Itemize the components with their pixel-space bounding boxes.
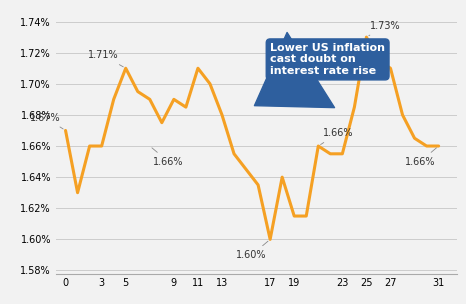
Text: 1.73%: 1.73% — [369, 21, 401, 36]
Text: 1.67%: 1.67% — [30, 113, 63, 129]
Text: 1.60%: 1.60% — [236, 241, 268, 260]
Text: 1.66%: 1.66% — [152, 148, 184, 167]
Text: Lower US inflation
cast doubt on
interest rate rise: Lower US inflation cast doubt on interes… — [254, 33, 385, 108]
Text: 1.66%: 1.66% — [404, 148, 437, 167]
Text: 1.71%: 1.71% — [88, 50, 123, 67]
Text: 1.66%: 1.66% — [321, 128, 354, 144]
